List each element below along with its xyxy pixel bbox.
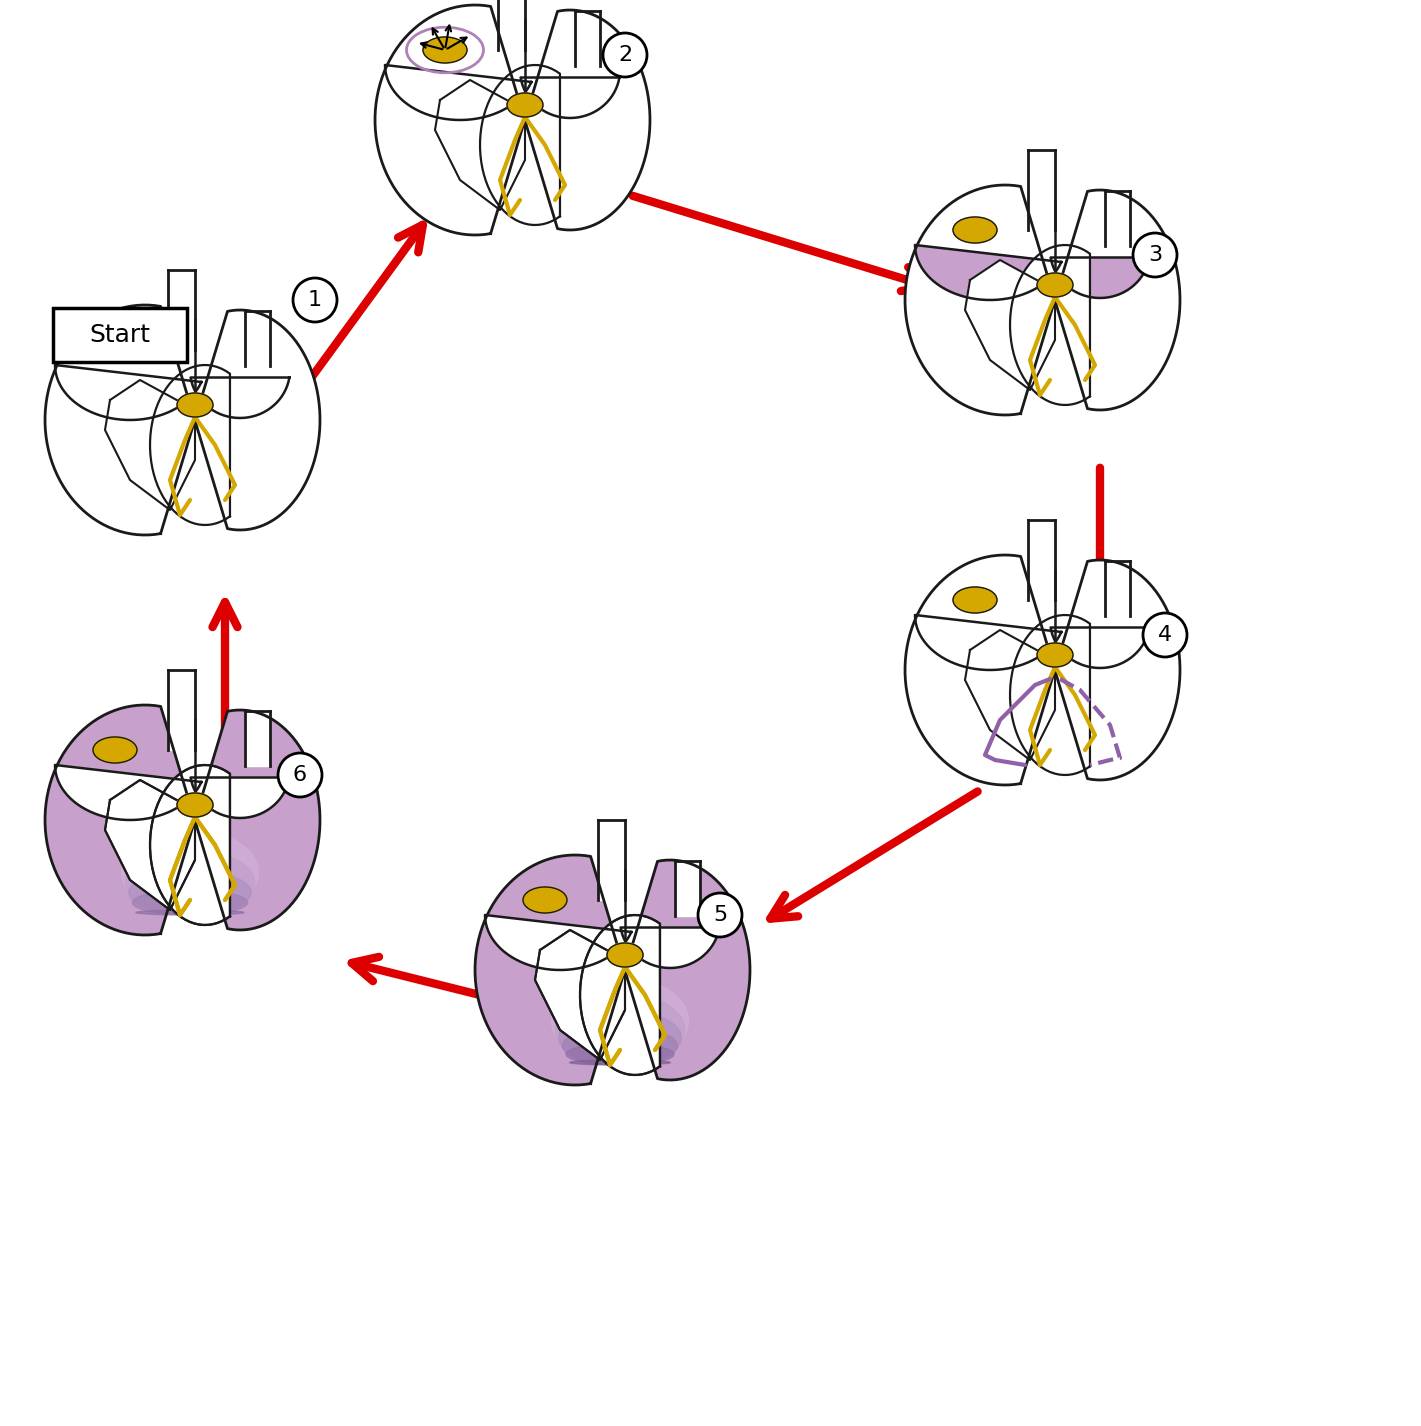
Polygon shape xyxy=(105,379,195,511)
Polygon shape xyxy=(1106,191,1130,247)
Polygon shape xyxy=(151,764,230,925)
Circle shape xyxy=(698,893,742,937)
Polygon shape xyxy=(534,930,625,1060)
Polygon shape xyxy=(1027,150,1054,230)
Ellipse shape xyxy=(92,737,136,763)
Polygon shape xyxy=(1027,520,1054,600)
Ellipse shape xyxy=(523,887,567,913)
Ellipse shape xyxy=(953,217,998,242)
Ellipse shape xyxy=(1037,643,1073,667)
FancyBboxPatch shape xyxy=(53,308,188,362)
Ellipse shape xyxy=(556,994,685,1065)
Ellipse shape xyxy=(563,1027,678,1065)
Polygon shape xyxy=(576,11,600,66)
Polygon shape xyxy=(375,6,649,235)
Polygon shape xyxy=(580,915,659,1075)
Polygon shape xyxy=(1010,245,1090,405)
Ellipse shape xyxy=(122,830,259,915)
Polygon shape xyxy=(45,704,320,935)
Ellipse shape xyxy=(570,1060,671,1065)
Text: 3: 3 xyxy=(1148,245,1162,265)
Ellipse shape xyxy=(551,977,688,1065)
Polygon shape xyxy=(105,780,195,910)
Circle shape xyxy=(1133,232,1177,277)
Polygon shape xyxy=(905,555,1179,784)
Ellipse shape xyxy=(125,850,254,915)
Ellipse shape xyxy=(92,737,136,763)
Circle shape xyxy=(603,33,647,77)
Polygon shape xyxy=(915,245,1061,299)
Polygon shape xyxy=(675,861,701,915)
Polygon shape xyxy=(1050,258,1150,298)
Polygon shape xyxy=(485,915,631,970)
Polygon shape xyxy=(190,777,290,819)
Text: 6: 6 xyxy=(293,764,307,784)
Polygon shape xyxy=(168,270,195,349)
Polygon shape xyxy=(55,764,202,820)
Circle shape xyxy=(1142,613,1187,657)
Polygon shape xyxy=(1010,615,1090,774)
Polygon shape xyxy=(151,365,230,525)
Polygon shape xyxy=(55,365,202,421)
Text: 2: 2 xyxy=(618,46,632,66)
Text: 4: 4 xyxy=(1158,625,1172,645)
Polygon shape xyxy=(151,764,230,925)
Ellipse shape xyxy=(558,1010,681,1065)
Ellipse shape xyxy=(129,870,252,915)
Ellipse shape xyxy=(953,588,998,613)
Polygon shape xyxy=(105,780,195,910)
Polygon shape xyxy=(905,185,1179,415)
Ellipse shape xyxy=(523,887,567,913)
Text: 5: 5 xyxy=(713,906,728,925)
Ellipse shape xyxy=(178,793,213,817)
Text: Start: Start xyxy=(90,324,151,347)
Polygon shape xyxy=(534,930,625,1060)
Polygon shape xyxy=(435,80,524,210)
Ellipse shape xyxy=(92,337,136,364)
Ellipse shape xyxy=(507,93,543,117)
Polygon shape xyxy=(598,820,625,900)
Polygon shape xyxy=(1050,627,1150,667)
Polygon shape xyxy=(965,260,1054,389)
Circle shape xyxy=(279,753,323,797)
Polygon shape xyxy=(244,712,270,766)
Polygon shape xyxy=(168,670,195,750)
Polygon shape xyxy=(190,378,290,418)
Ellipse shape xyxy=(178,394,213,416)
Polygon shape xyxy=(385,66,531,120)
Polygon shape xyxy=(915,615,1061,670)
Ellipse shape xyxy=(136,910,244,915)
Polygon shape xyxy=(520,77,620,118)
Ellipse shape xyxy=(423,37,468,63)
Polygon shape xyxy=(621,927,719,968)
Polygon shape xyxy=(45,305,320,535)
Polygon shape xyxy=(580,915,659,1075)
Polygon shape xyxy=(965,630,1054,760)
Polygon shape xyxy=(497,0,524,50)
Polygon shape xyxy=(1106,560,1130,616)
Circle shape xyxy=(293,278,337,322)
Polygon shape xyxy=(244,311,270,366)
Polygon shape xyxy=(475,856,750,1085)
Polygon shape xyxy=(480,66,560,225)
Ellipse shape xyxy=(132,890,247,915)
Ellipse shape xyxy=(1037,272,1073,297)
Ellipse shape xyxy=(178,793,213,817)
Ellipse shape xyxy=(607,943,642,967)
Ellipse shape xyxy=(566,1044,674,1065)
Text: 1: 1 xyxy=(308,289,323,309)
Ellipse shape xyxy=(607,943,642,967)
